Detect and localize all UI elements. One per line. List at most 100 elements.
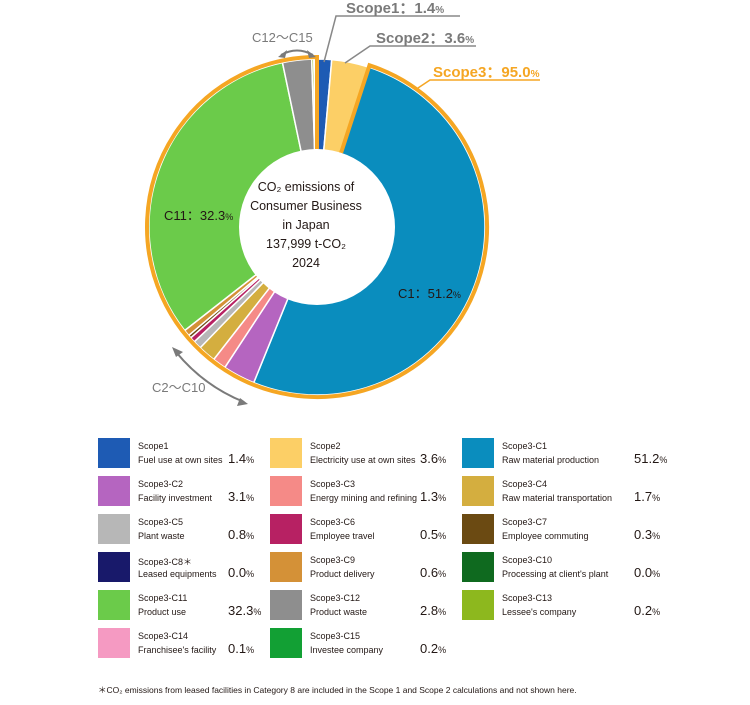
legend-item-scope3-c9: Scope3-C9 Product delivery 0.6% (270, 552, 460, 582)
legend-value: 32.3% (228, 603, 262, 618)
scope1-leader (323, 15, 460, 63)
legend-code: Scope3-C7 (502, 517, 548, 527)
legend-value: 0.2% (634, 603, 661, 618)
legend-description: Electricity use at own sites (310, 455, 416, 465)
legend-swatch (462, 438, 494, 468)
legend-value: 2.8% (420, 603, 447, 618)
legend-swatch (462, 514, 494, 544)
scope3-outline (145, 54, 489, 399)
legend-value: 0.3% (634, 527, 661, 542)
legend-code: Scope3-C8＊ (138, 557, 193, 567)
legend-description: Facility investment (138, 493, 213, 503)
legend-code: Scope1 (138, 441, 169, 451)
legend-code: Scope3-C14 (138, 631, 189, 641)
legend-code: Scope3-C6 (310, 517, 356, 527)
scope1-label: Scope1：1.4% (346, 0, 444, 17)
legend-code: Scope3-C3 (310, 479, 356, 489)
legend-value: 0.0% (634, 565, 661, 580)
legend-description: Product delivery (310, 569, 375, 579)
legend-swatch (98, 590, 130, 620)
legend-value: 0.5% (420, 527, 447, 542)
legend-item-scope3-c7: Scope3-C7 Employee commuting 0.3% (462, 514, 660, 544)
legend-swatch (462, 476, 494, 506)
legend-code: Scope3-C4 (502, 479, 548, 489)
legend-description: Product use (138, 607, 187, 617)
c1-label: C1：51.2% (398, 286, 461, 301)
legend-value: 0.0% (228, 565, 255, 580)
legend-swatch (462, 590, 494, 620)
c2-c10-arrow (175, 351, 245, 403)
legend-item-scope3-c6: Scope3-C6 Employee travel 0.5% (270, 514, 460, 544)
legend-description: Investee company (310, 645, 384, 655)
legend-item-scope3-c8: Scope3-C8＊ Leased equipments 0.0% (98, 552, 288, 582)
legend-code: Scope3-C2 (138, 479, 184, 489)
center-line-1: CO₂ emissions of (257, 180, 355, 194)
legend-item-scope3-c13: Scope3-C13 Lessee's company 0.2% (462, 590, 660, 620)
c2-c10-arrowhead-top (172, 347, 183, 357)
legend-item-scope2: Scope2 Electricity use at own sites 3.6% (270, 438, 460, 468)
legend-swatch (98, 438, 130, 468)
legend-swatch (462, 552, 494, 582)
legend-value: 0.8% (228, 527, 255, 542)
legend-description: Raw material production (502, 455, 600, 465)
legend-swatch (98, 514, 130, 544)
legend-item-scope1: Scope1 Fuel use at own sites 1.4% (98, 438, 288, 468)
legend-swatch (98, 552, 130, 582)
scope2-leader (344, 45, 476, 64)
c12-c15-label: C12～C15 (252, 30, 313, 45)
legend-code: Scope3-C1 (502, 441, 548, 451)
legend-description: Plant waste (138, 531, 185, 541)
legend-code: Scope3-C15 (310, 631, 361, 641)
legend-item-scope3-c10: Scope3-C10 Processing at client's plant 0.… (462, 552, 660, 582)
donut-hole (239, 149, 395, 305)
legend-swatch (270, 476, 302, 506)
c12-c15-arrowhead-right (307, 50, 316, 58)
footnote: ＊CO₂ emissions from leased facilities in… (98, 685, 577, 695)
legend-description: Franchisee's facility (138, 645, 217, 655)
center-line-5: 2024 (292, 256, 320, 270)
scope3-label: Scope3：95.0% (433, 64, 540, 81)
legend-value: 1.7% (634, 489, 661, 504)
legend-description: Fuel use at own sites (138, 455, 223, 465)
c2-c10-arrowhead-bottom (237, 398, 248, 406)
legend-item-scope3-c5: Scope3-C5 Plant waste 0.8% (98, 514, 288, 544)
center-line-2: Consumer Business (250, 199, 362, 213)
c2-c10-label: C2～C10 (152, 380, 205, 395)
chart-center-label: CO₂ emissions of Consumer Business in Ja… (232, 178, 380, 273)
legend-value: 1.4% (228, 451, 255, 466)
legend-swatch (270, 590, 302, 620)
legend-item-scope3-c14: Scope3-C14 Franchisee's facility 0.1% (98, 628, 288, 658)
legend-swatch (98, 628, 130, 658)
scope2-label: Scope2：3.6% (376, 30, 474, 47)
legend-item-scope3-c4: Scope3-C4 Raw material transportation 1.7% (462, 476, 660, 506)
legend-description: Employee commuting (502, 531, 589, 541)
legend-description: Processing at client's plant (502, 569, 609, 579)
legend-value: 1.3% (420, 489, 447, 504)
legend-code: Scope3-C12 (310, 593, 361, 603)
legend-description: Raw material transportation (502, 493, 613, 503)
legend-swatch (270, 438, 302, 468)
legend-value: 51.2% (634, 451, 668, 466)
c11-label: C11：32.3% (164, 208, 233, 223)
legend-description: Product waste (310, 607, 368, 617)
legend-code: Scope2 (310, 441, 341, 451)
legend-value: 0.2% (420, 641, 447, 656)
legend-value: 3.1% (228, 489, 255, 504)
legend-description: Employee travel (310, 531, 375, 541)
center-line-3: in Japan (282, 218, 330, 232)
center-line-4: 137,999 t-CO₂ (266, 237, 346, 251)
legend-description: Energy mining and refining (310, 493, 418, 503)
legend-value: 3.6% (420, 451, 447, 466)
legend-swatch (270, 514, 302, 544)
legend-swatch (270, 552, 302, 582)
legend-swatch (98, 476, 130, 506)
donut-chart: Scope1：1.4% Scope2：3.6% Scope3：95.0% C12… (145, 0, 540, 406)
legend-item-scope3-c12: Scope3-C12 Product waste 2.8% (270, 590, 460, 620)
legend-code: Scope3-C5 (138, 517, 184, 527)
c12-c15-arrowhead-left (278, 50, 287, 58)
legend-swatch (270, 628, 302, 658)
legend-item-scope3-c3: Scope3-C3 Energy mining and refining 1.3% (270, 476, 460, 506)
legend-item-scope3-c2: Scope3-C2 Facility investment 3.1% (98, 476, 288, 506)
legend-description: Lessee's company (502, 607, 577, 617)
scope3-leader (417, 79, 540, 89)
